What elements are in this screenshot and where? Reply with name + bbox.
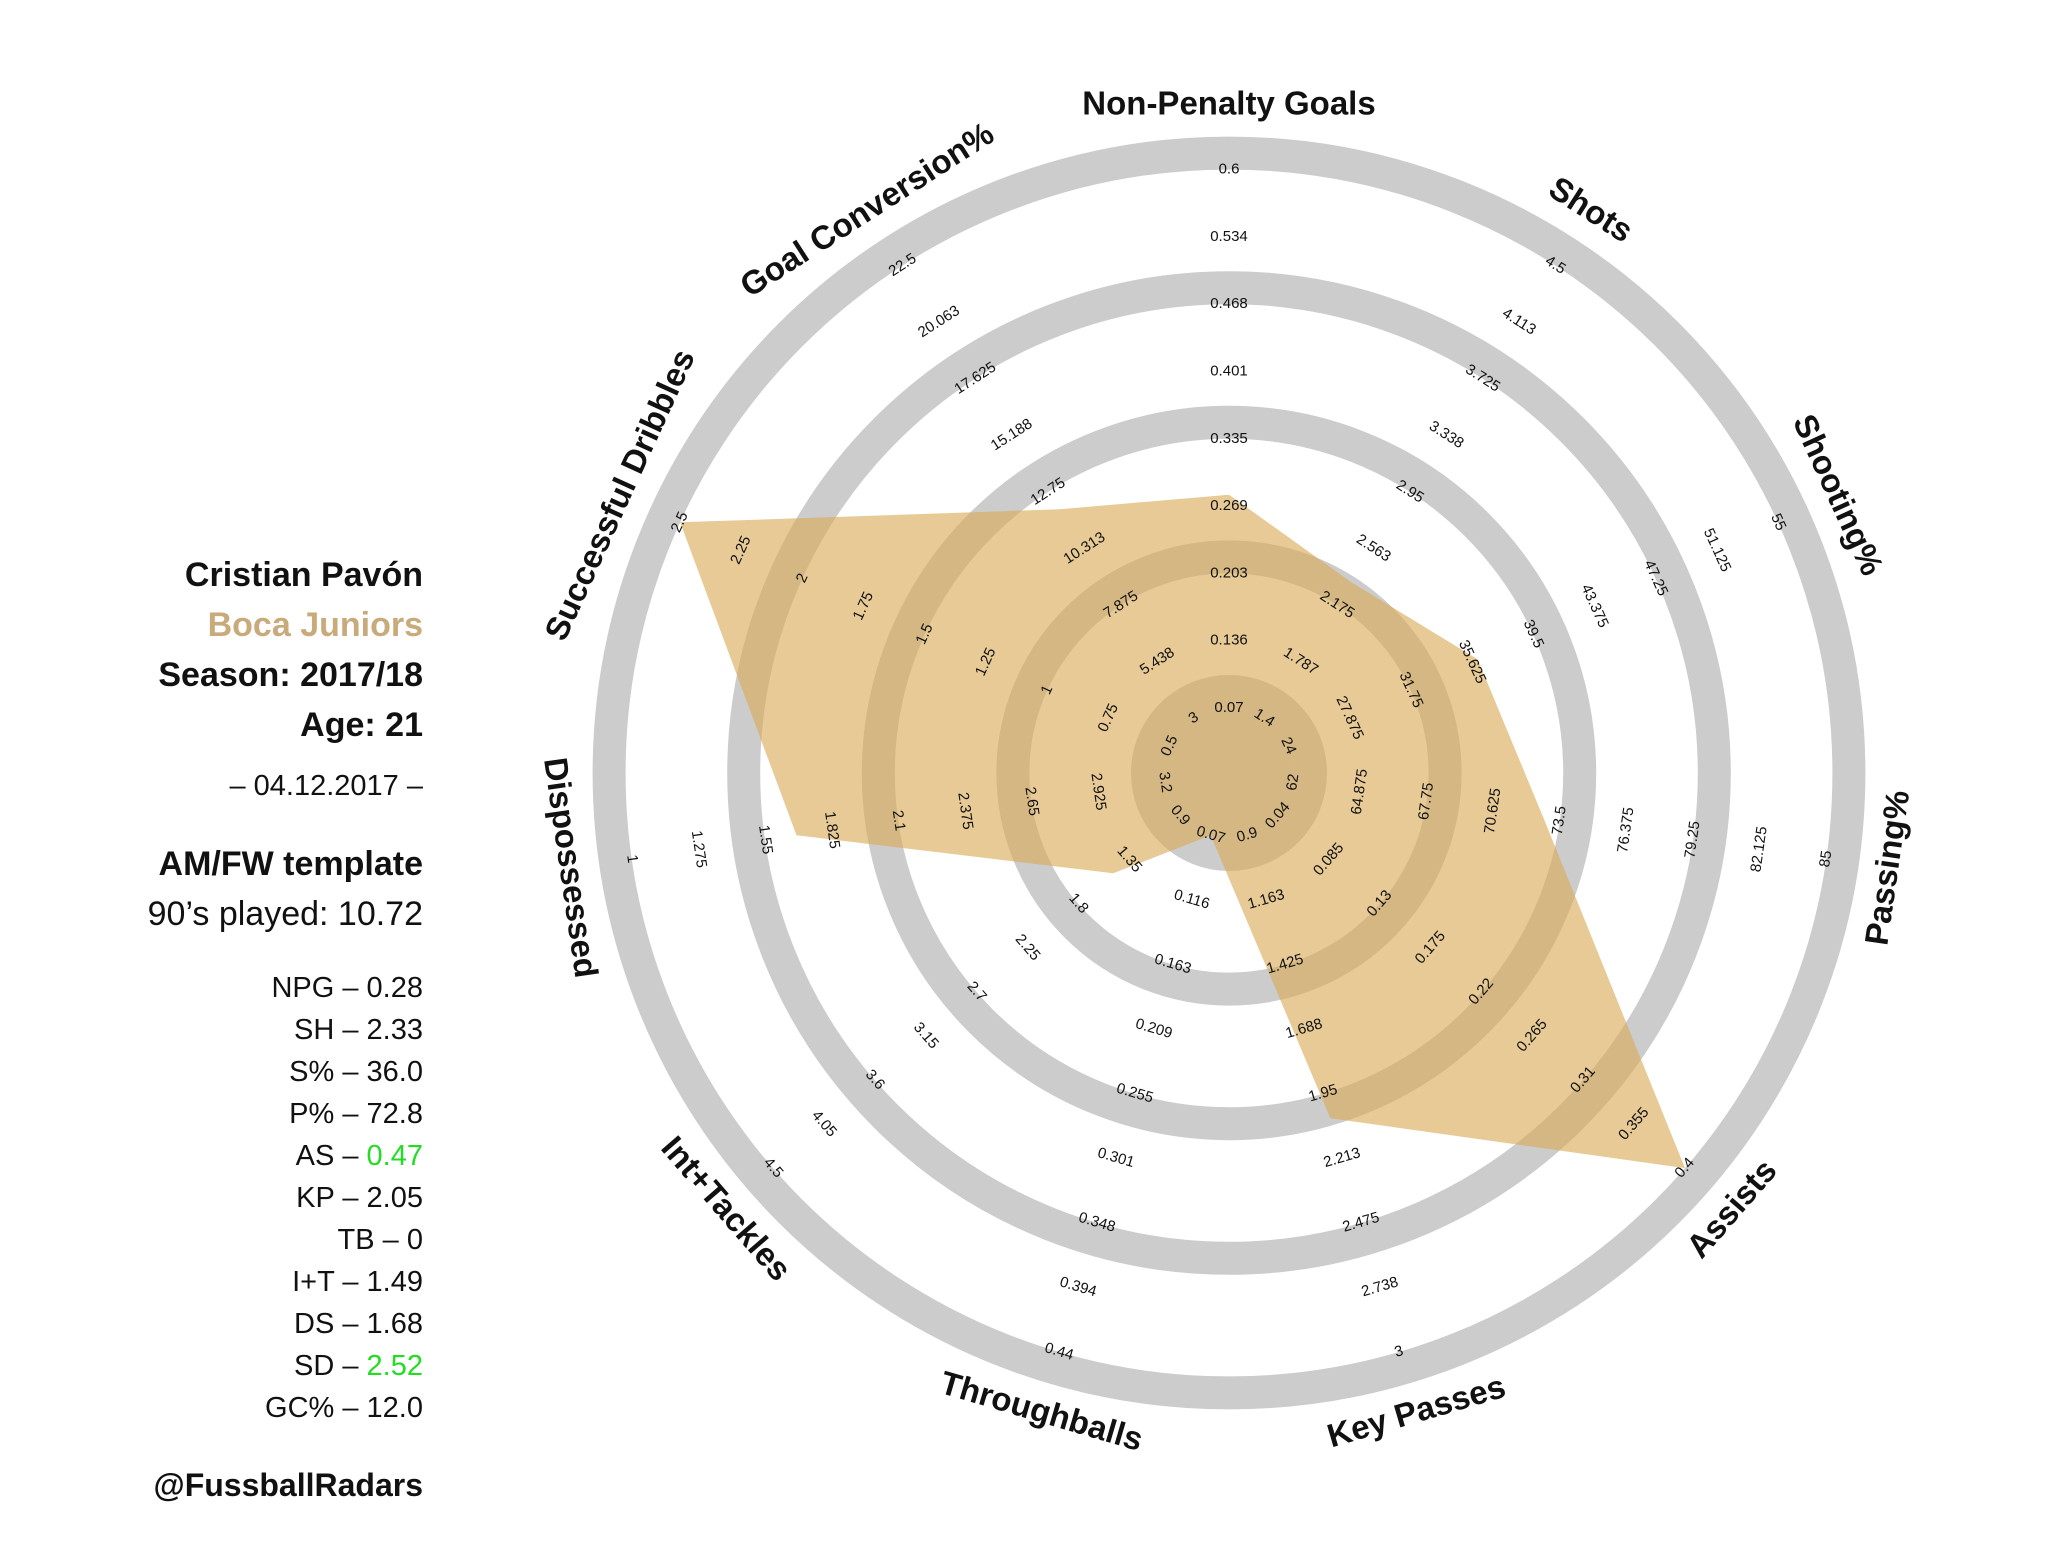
tick-label: 0.468 (1210, 295, 1248, 312)
tick-label: 2.925 (1087, 772, 1109, 812)
tick-label: 70.625 (1481, 787, 1504, 835)
player-name: Cristian Pavón (184, 556, 423, 594)
stat-value: 2.33 (366, 1014, 423, 1046)
tick-label: 15.188 (988, 415, 1036, 454)
stat-row: GC% – 12.0 (148, 1387, 423, 1429)
stat-label: P% – (289, 1098, 367, 1130)
twitter-handle: @FussballRadars (153, 1467, 423, 1503)
tick-label: 43.375 (1577, 582, 1612, 631)
stat-value: 72.8 (366, 1098, 423, 1130)
stat-value: 2.05 (366, 1182, 423, 1214)
tick-label: 67.75 (1415, 782, 1437, 822)
tick-label: 1.825 (821, 810, 843, 850)
tick-label: 0.301 (1096, 1144, 1137, 1171)
tick-label: 0.07 (1214, 699, 1243, 716)
date-label: – 04.12.2017 – (229, 770, 423, 802)
stat-label: S% – (289, 1056, 367, 1088)
tick-label: 0.9 (1235, 824, 1260, 846)
tick-label: 2.65 (1021, 786, 1042, 817)
tick-label: 51.125 (1700, 526, 1735, 575)
stat-label: I+T – (292, 1266, 367, 1298)
stat-row: P% – 72.8 (148, 1093, 423, 1135)
tick-label: 24 (1277, 735, 1299, 757)
radar-shape (680, 494, 1685, 1169)
season-label: Season: 2017/18 (158, 656, 423, 694)
minutes-played: 90’s played: 10.72 (147, 895, 423, 933)
tick-label: 4.05 (808, 1107, 840, 1140)
axis-label: Passing% (1857, 788, 1916, 948)
stat-row: NPG – 0.28 (148, 967, 423, 1009)
stat-value: 0.47 (366, 1140, 423, 1172)
stat-row: SH – 2.33 (148, 1009, 423, 1051)
tick-label: 2.563 (1353, 531, 1394, 566)
tick-label: 62 (1283, 773, 1302, 792)
tick-label: 85 (1816, 849, 1835, 868)
radar-ring (727, 271, 1731, 1275)
tick-label: 0.203 (1210, 564, 1248, 581)
stat-row: TB – 0 (148, 1219, 423, 1261)
tick-label: 0.394 (1058, 1273, 1099, 1300)
axis-label: Non-Penalty Goals (1082, 84, 1375, 121)
tick-label: 2.375 (954, 791, 976, 831)
tick-label: 0.116 (1172, 886, 1212, 913)
tick-label: 3.15 (910, 1019, 942, 1052)
stat-label: SH – (294, 1014, 367, 1046)
tick-label: 79.25 (1681, 820, 1703, 860)
stat-label: NPG – (271, 972, 367, 1004)
stat-label: TB – (337, 1224, 407, 1256)
tick-label: 20.063 (915, 302, 963, 341)
stat-label: AS – (295, 1140, 367, 1172)
tick-label: 2.1 (889, 809, 909, 832)
tick-label: 2.213 (1322, 1144, 1363, 1171)
tick-label: 3.338 (1426, 417, 1467, 452)
tick-label: 1.55 (755, 824, 776, 855)
tick-label: 0.401 (1210, 362, 1248, 379)
tick-label: 64.875 (1348, 768, 1371, 816)
stat-label: KP – (296, 1182, 367, 1214)
tick-label: 1 (623, 853, 641, 864)
tick-label: 0.335 (1210, 430, 1248, 447)
stat-value: 36.0 (366, 1056, 423, 1088)
tick-label: 0.136 (1210, 632, 1248, 649)
stat-row: I+T – 1.49 (148, 1261, 423, 1303)
stat-label: GC% – (265, 1392, 367, 1424)
age-label: Age: 21 (300, 706, 423, 744)
tick-label: 4.113 (1499, 305, 1539, 339)
tick-label: 3.2 (1155, 771, 1175, 794)
tick-label: 0.209 (1134, 1015, 1175, 1042)
team-name: Boca Juniors (207, 606, 423, 644)
stat-value: 2.52 (366, 1350, 423, 1382)
stat-row: AS – 0.47 (148, 1135, 423, 1177)
tick-label: 2.738 (1359, 1273, 1400, 1300)
stat-value: 0.28 (366, 972, 423, 1004)
tick-label: 0.6 (1219, 161, 1240, 178)
stat-row: S% – 36.0 (148, 1051, 423, 1093)
stat-value: 1.68 (366, 1308, 423, 1340)
stat-row: SD – 2.52 (148, 1345, 423, 1387)
stats-list: NPG – 0.28 SH – 2.33 S% – 36.0 P% – 72.8 AS … (148, 967, 423, 1429)
template-label: AM/FW template (158, 845, 423, 883)
radar-ring (592, 136, 1866, 1410)
player-info-panel: Cristian Pavón Boca Juniors Season: 2017… (148, 550, 423, 1504)
tick-label: 55 (1767, 511, 1789, 533)
tick-label: 1.275 (688, 829, 710, 869)
tick-label: 2.25 (1012, 931, 1044, 964)
stat-value: 12.0 (366, 1392, 423, 1424)
player-polygon (680, 494, 1685, 1169)
tick-label: 82.125 (1747, 825, 1770, 873)
stat-row: KP – 2.05 (148, 1177, 423, 1219)
stat-label: SD – (294, 1350, 367, 1382)
tick-label: 0.269 (1210, 497, 1248, 514)
stat-label: DS – (294, 1308, 367, 1340)
tick-label: 0.534 (1210, 228, 1248, 245)
stat-row: DS – 1.68 (148, 1303, 423, 1345)
stat-value: 1.49 (366, 1266, 423, 1298)
tick-label: 73.5 (1549, 805, 1570, 836)
tick-label: 76.375 (1614, 806, 1637, 854)
stat-value: 0 (406, 1224, 423, 1256)
